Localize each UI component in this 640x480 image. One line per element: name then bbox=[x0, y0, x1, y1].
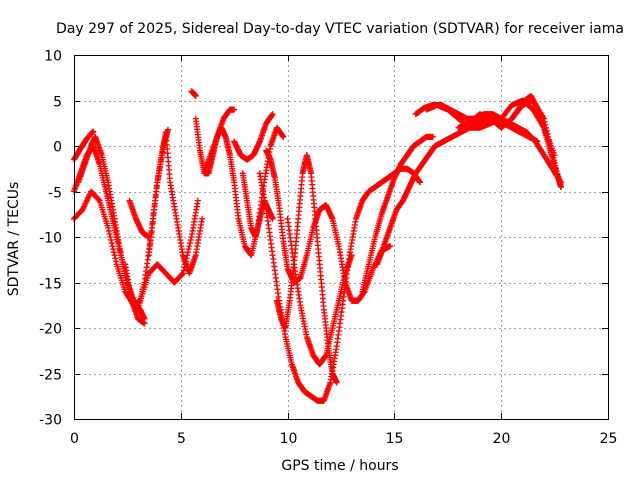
y-tick-label: 5 bbox=[53, 95, 62, 111]
data-point bbox=[333, 379, 340, 386]
data-point bbox=[106, 230, 113, 237]
data-point bbox=[141, 315, 148, 322]
data-point bbox=[387, 243, 394, 250]
series-arc-18 bbox=[374, 115, 541, 268]
x-axis-label: GPS time / hours bbox=[281, 458, 398, 474]
data-point bbox=[105, 227, 112, 234]
y-tick-label: -5 bbox=[48, 186, 62, 202]
chart-title: Day 297 of 2025, Sidereal Day-to-day VTE… bbox=[56, 21, 624, 37]
x-tick-label: 5 bbox=[177, 431, 186, 447]
data-points bbox=[71, 88, 565, 404]
series-arc-6 bbox=[126, 197, 152, 240]
y-tick-label: 0 bbox=[53, 140, 62, 156]
data-point bbox=[110, 249, 117, 256]
y-tick-label: -15 bbox=[39, 277, 62, 293]
data-point bbox=[187, 237, 194, 244]
data-point bbox=[269, 215, 276, 222]
series-arc-16 bbox=[284, 215, 355, 368]
data-point bbox=[107, 234, 114, 240]
plot-frame bbox=[74, 55, 609, 420]
data-point bbox=[269, 111, 276, 118]
series-arc-7 bbox=[145, 129, 206, 277]
data-point bbox=[184, 249, 191, 256]
y-tick-label: -25 bbox=[39, 368, 62, 384]
x-tick-labels: 0 5 10 15 20 25 bbox=[70, 431, 617, 447]
data-point bbox=[558, 183, 565, 190]
data-point bbox=[192, 92, 199, 99]
series-arc-9 bbox=[201, 106, 238, 177]
x-tick-label: 20 bbox=[493, 431, 511, 447]
x-tick-label: 0 bbox=[70, 431, 79, 447]
y-tick-label: -20 bbox=[39, 322, 62, 338]
data-point bbox=[185, 246, 192, 253]
data-point bbox=[348, 252, 355, 259]
series-arc-13 bbox=[263, 147, 394, 304]
x-tick-label: 25 bbox=[600, 431, 618, 447]
data-point bbox=[113, 258, 120, 265]
series-arc-10 bbox=[188, 88, 199, 99]
x-tick-label: 15 bbox=[386, 431, 404, 447]
data-point bbox=[111, 252, 118, 259]
y-tick-label: -10 bbox=[39, 231, 62, 247]
series-arc-17 bbox=[359, 133, 436, 295]
data-point bbox=[179, 271, 186, 278]
y-tick-label: 10 bbox=[44, 49, 62, 65]
data-point bbox=[187, 240, 194, 247]
data-point bbox=[429, 133, 436, 140]
data-point bbox=[417, 179, 424, 186]
y-axis-label: SDTVAR / TECUs bbox=[6, 182, 22, 297]
series-arc-11 bbox=[231, 111, 276, 163]
data-point bbox=[194, 197, 201, 204]
data-point bbox=[199, 215, 206, 222]
series-arc-12 bbox=[239, 170, 276, 240]
series-arc-14 bbox=[273, 152, 340, 386]
data-point bbox=[112, 255, 119, 262]
data-point bbox=[110, 246, 117, 253]
grid bbox=[74, 55, 608, 419]
data-point bbox=[109, 243, 116, 250]
data-point bbox=[280, 133, 287, 140]
data-point bbox=[179, 270, 186, 277]
data-point bbox=[186, 243, 193, 250]
x-tick-label: 10 bbox=[280, 431, 298, 447]
y-tick-labels: 10 5 0 -5 -10 -15 -20 -25 -30 bbox=[39, 49, 62, 429]
data-point bbox=[108, 237, 115, 244]
series-arc-22 bbox=[508, 92, 565, 190]
data-point bbox=[95, 196, 102, 203]
data-point bbox=[231, 106, 238, 113]
data-point bbox=[108, 240, 115, 247]
series-arc-4 bbox=[75, 133, 148, 322]
data-point bbox=[90, 128, 97, 135]
data-point bbox=[105, 224, 112, 231]
y-tick-label: -30 bbox=[39, 413, 62, 429]
